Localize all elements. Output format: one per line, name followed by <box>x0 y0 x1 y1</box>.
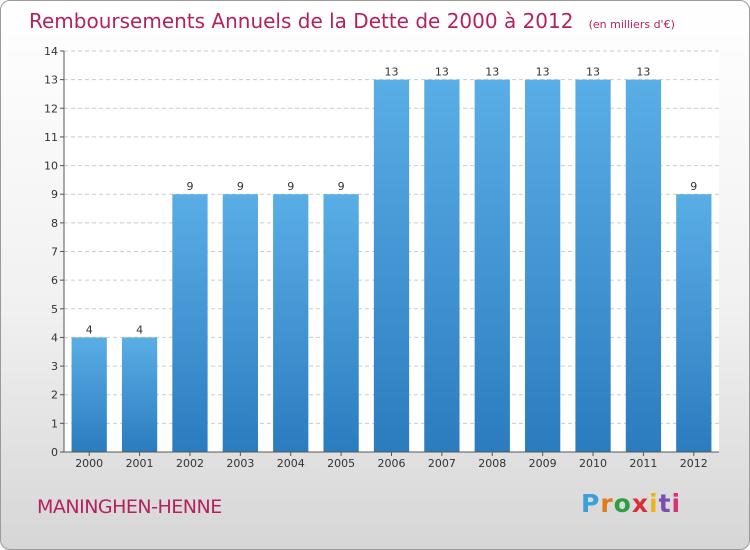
logo-letter: x <box>631 489 649 518</box>
bar-value-label: 13 <box>636 66 650 79</box>
bar <box>222 194 258 452</box>
x-tick-label: 2001 <box>126 457 154 470</box>
bar <box>323 194 359 452</box>
x-tick-label: 2002 <box>176 457 204 470</box>
y-tick-label: 12 <box>44 102 58 115</box>
bar-value-label: 9 <box>690 180 697 193</box>
chart-title: Remboursements Annuels de la Dette de 20… <box>29 9 574 33</box>
x-tick-label: 2005 <box>327 457 355 470</box>
bar-value-label: 4 <box>136 323 143 336</box>
bar-value-label: 13 <box>536 66 550 79</box>
y-tick-label: 1 <box>51 417 58 430</box>
x-tick-label: 2007 <box>428 457 456 470</box>
y-tick-label: 10 <box>44 160 58 173</box>
bar-value-label: 13 <box>586 66 600 79</box>
commune-name: MANINGHEN-HENNE <box>37 496 222 518</box>
x-tick-label: 2003 <box>226 457 254 470</box>
bar-value-label: 9 <box>287 180 294 193</box>
bar-value-label: 9 <box>338 180 345 193</box>
x-tick-label: 2004 <box>277 457 305 470</box>
x-tick-label: 2000 <box>75 457 103 470</box>
y-tick-label: 11 <box>44 131 58 144</box>
bar-value-label: 9 <box>186 180 193 193</box>
y-tick-label: 2 <box>51 389 58 402</box>
bar <box>474 79 510 453</box>
bar-value-label: 13 <box>385 66 399 79</box>
bar-value-label: 9 <box>237 180 244 193</box>
y-tick-label: 7 <box>51 246 58 259</box>
bar <box>172 194 208 452</box>
title-row: Remboursements Annuels de la Dette de 20… <box>29 9 675 33</box>
x-tick-label: 2008 <box>478 457 506 470</box>
logo-letter: r <box>600 489 614 518</box>
bar-value-label: 13 <box>435 66 449 79</box>
y-tick-label: 8 <box>51 217 58 230</box>
x-tick-label: 2010 <box>579 457 607 470</box>
chart-unit-note: (en milliers d'€) <box>588 18 675 31</box>
bar-value-label: 4 <box>86 323 93 336</box>
bar <box>121 337 158 452</box>
x-tick-label: 2009 <box>529 457 557 470</box>
logo-letter: o <box>613 489 632 518</box>
y-tick-label: 9 <box>51 188 58 201</box>
y-tick-label: 6 <box>51 274 58 287</box>
x-tick-label: 2006 <box>378 457 406 470</box>
proxiti-logo: Proxiti <box>581 489 681 518</box>
logo-letter: i <box>649 489 659 518</box>
bar <box>373 79 410 453</box>
bar <box>273 194 309 452</box>
x-tick-label: 2012 <box>680 457 708 470</box>
logo-letter: i <box>671 489 682 518</box>
bar <box>625 79 662 453</box>
bar <box>676 194 712 452</box>
bar-value-label: 13 <box>485 66 499 79</box>
bar <box>424 79 460 453</box>
y-tick-label: 5 <box>51 303 58 316</box>
y-tick-label: 14 <box>44 45 58 58</box>
y-tick-label: 13 <box>44 74 58 87</box>
bar <box>71 337 107 452</box>
y-tick-label: 0 <box>51 446 58 459</box>
bar <box>575 79 611 453</box>
x-tick-label: 2011 <box>629 457 657 470</box>
logo-letter: P <box>581 489 601 518</box>
logo-letter: t <box>658 489 672 518</box>
bar <box>525 79 561 453</box>
y-tick-label: 4 <box>51 331 58 344</box>
y-tick-label: 3 <box>51 360 58 373</box>
